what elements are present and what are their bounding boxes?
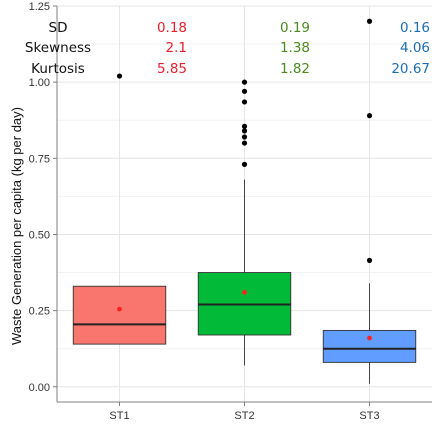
box-st2 bbox=[197, 79, 292, 366]
stat-value: 2.1 bbox=[166, 40, 187, 56]
box-st1 bbox=[72, 73, 167, 345]
outlier-point bbox=[241, 79, 248, 85]
y-tick-label: 0.00 bbox=[29, 382, 50, 394]
axes: 0.00 0.25 0.50 0.75 1.00 1.25 ST1 ST2 ST3 bbox=[29, 1, 432, 422]
stat-value: 0.18 bbox=[157, 20, 187, 36]
iqr-box bbox=[322, 329, 417, 363]
outlier-point bbox=[241, 128, 248, 134]
mean-point bbox=[117, 306, 122, 312]
mean-point bbox=[367, 335, 372, 341]
stat-value: 4.06 bbox=[400, 40, 430, 56]
outlier-point bbox=[241, 161, 248, 167]
stat-label: Skewness bbox=[25, 40, 91, 56]
outlier-point bbox=[366, 257, 373, 263]
y-axis-label: Waste Generation per capita (kg per day) bbox=[9, 107, 24, 345]
box-series bbox=[72, 18, 417, 384]
stat-value: 1.38 bbox=[280, 40, 310, 56]
box-st3 bbox=[322, 18, 417, 384]
outlier-point bbox=[241, 140, 248, 146]
outlier-point bbox=[241, 134, 248, 140]
stat-value: 1.82 bbox=[280, 61, 310, 77]
x-tick-label: ST1 bbox=[109, 410, 129, 422]
x-tick-label: ST2 bbox=[234, 410, 254, 422]
y-tick-label: 0.50 bbox=[29, 229, 50, 241]
outlier-point bbox=[241, 88, 248, 94]
y-tick-label: 1.25 bbox=[29, 1, 50, 13]
stat-value: 0.19 bbox=[280, 20, 310, 36]
x-tick-label: ST3 bbox=[359, 410, 379, 422]
stats-annotation: SD Skewness Kurtosis 0.18 2.1 5.85 0.19 1.38 1.8… bbox=[25, 20, 430, 77]
mean-point bbox=[242, 289, 247, 295]
y-tick-label: 1.00 bbox=[29, 77, 50, 89]
stat-label: Kurtosis bbox=[31, 61, 85, 77]
iqr-box bbox=[72, 285, 167, 345]
outlier-point bbox=[116, 73, 123, 79]
outlier-point bbox=[241, 123, 248, 129]
y-tick-label: 0.25 bbox=[29, 306, 50, 318]
outlier-point bbox=[366, 18, 373, 24]
stat-label: SD bbox=[49, 20, 68, 36]
stat-value: 5.85 bbox=[157, 61, 187, 77]
outlier-point bbox=[366, 113, 373, 119]
stat-value: 0.16 bbox=[400, 20, 430, 36]
outlier-point bbox=[241, 99, 248, 105]
stat-value: 20.67 bbox=[391, 61, 430, 77]
y-tick-label: 0.75 bbox=[29, 153, 50, 165]
